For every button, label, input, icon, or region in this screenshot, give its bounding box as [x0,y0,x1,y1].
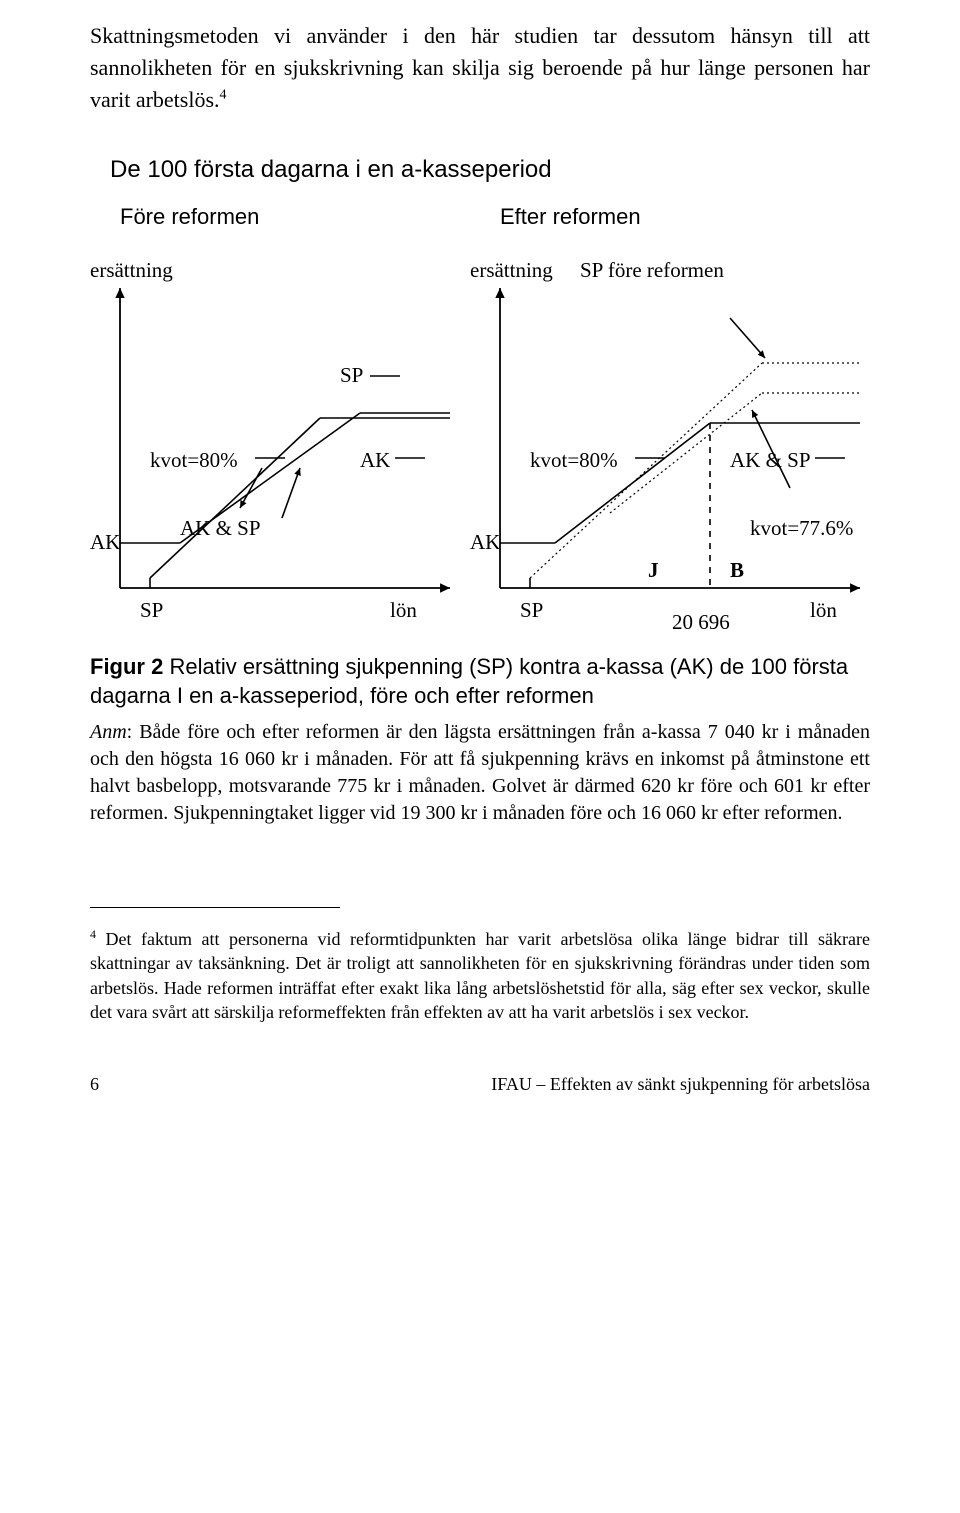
note-label: Anm [90,721,127,743]
label-AK-rightaxis: AK [470,530,500,555]
label-AK-SP-right: AK & SP [730,448,811,473]
label-kvot80-left: kvot=80% [150,448,238,473]
label-SP-bottom-right: SP [520,598,543,623]
label-lon-left: lön [390,598,417,623]
page: Skattningsmetoden vi använder i den här … [0,0,960,1125]
page-footer: 6 IFAU – Effekten av sänkt sjukpenning f… [90,1074,870,1095]
figure-diagram: ersättning ersättning SP före reformen S… [90,258,870,638]
label-B: B [730,558,744,583]
figure-caption: Figur 2 Relativ ersättning sjukpenning (… [90,652,870,711]
footer-page-number: 6 [90,1074,99,1095]
label-sp-top: SP [340,363,363,388]
label-AK-mid-left: AK [360,448,390,473]
label-kvot80-right: kvot=80% [530,448,618,473]
label-SP-bottom-left: SP [140,598,163,623]
label-AK-leftaxis: AK [90,530,120,555]
footnote-text: Det faktum att personerna vid reformtidp… [90,929,870,1022]
intro-paragraph: Skattningsmetoden vi använder i den här … [90,20,870,116]
subheader-before: Före reformen [120,204,500,230]
figure-subheaders: Före reformen Efter reformen [90,204,870,230]
label-lon-right: lön [810,598,837,623]
label-kvot776: kvot=77.6% [750,516,853,541]
label-J: J [648,558,659,583]
footnote-rule [90,907,340,908]
note-text: : Både före och efter reformen är den lä… [90,721,870,824]
footer-source: IFAU – Effekten av sänkt sjukpenning för… [491,1074,870,1095]
intro-text: Skattningsmetoden vi använder i den här … [90,23,870,112]
figure-title: De 100 första dagarna i en a-kasseperiod [90,156,870,184]
footnote: 4 Det faktum att personerna vid reformti… [90,926,870,1024]
label-20696: 20 696 [672,610,730,635]
caption-label: Figur 2 [90,654,163,679]
label-AK-SP-left: AK & SP [180,516,261,541]
label-sp-fore-reformen: SP före reformen [580,258,724,283]
caption-text: Relativ ersättning sjukpenning (SP) kont… [90,654,848,709]
figure-note: Anm: Både före och efter reformen är den… [90,719,870,827]
subheader-after: Efter reformen [500,204,641,230]
label-ersattning-left: ersättning [90,258,173,283]
label-ersattning-right: ersättning [470,258,553,283]
intro-sup: 4 [220,87,227,102]
